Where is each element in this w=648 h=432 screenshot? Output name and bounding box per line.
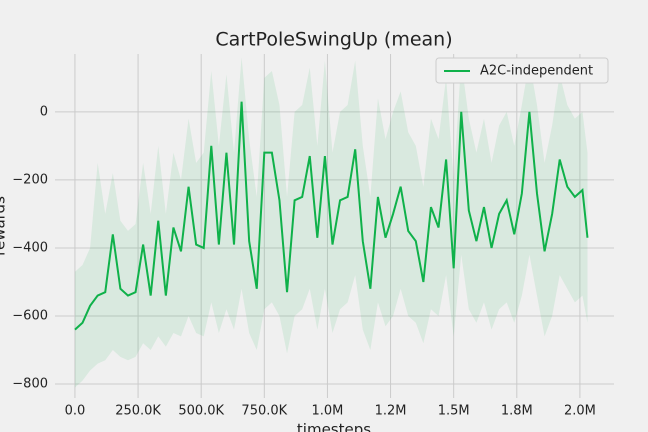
y-tick-label: −400: [12, 240, 48, 255]
x-tick-label: 250.0K: [115, 404, 161, 419]
y-tick-label: −200: [12, 172, 48, 187]
y-tick-label: −800: [12, 377, 48, 392]
x-tick-label: 1.5M: [438, 404, 470, 419]
y-tick-label: −600: [12, 308, 48, 323]
x-tick-label: 0.0: [65, 404, 86, 419]
x-axis-label: timesteps: [297, 421, 371, 432]
y-axis-label: rewards: [0, 196, 9, 256]
x-tick-label: 2.0M: [564, 404, 596, 419]
x-tick-label: 1.2M: [375, 404, 407, 419]
y-tick-label: 0: [40, 104, 48, 119]
x-tick-label: 1.8M: [501, 404, 533, 419]
x-tick-label: 500.0K: [178, 404, 224, 419]
x-tick-label: 750.0K: [241, 404, 287, 419]
x-tick-label: 1.0M: [311, 404, 343, 419]
chart-title: CartPoleSwingUp (mean): [215, 29, 452, 51]
legend-box: [435, 57, 609, 84]
legend-label: A2C-independent: [480, 64, 593, 79]
line: [74, 101, 589, 331]
